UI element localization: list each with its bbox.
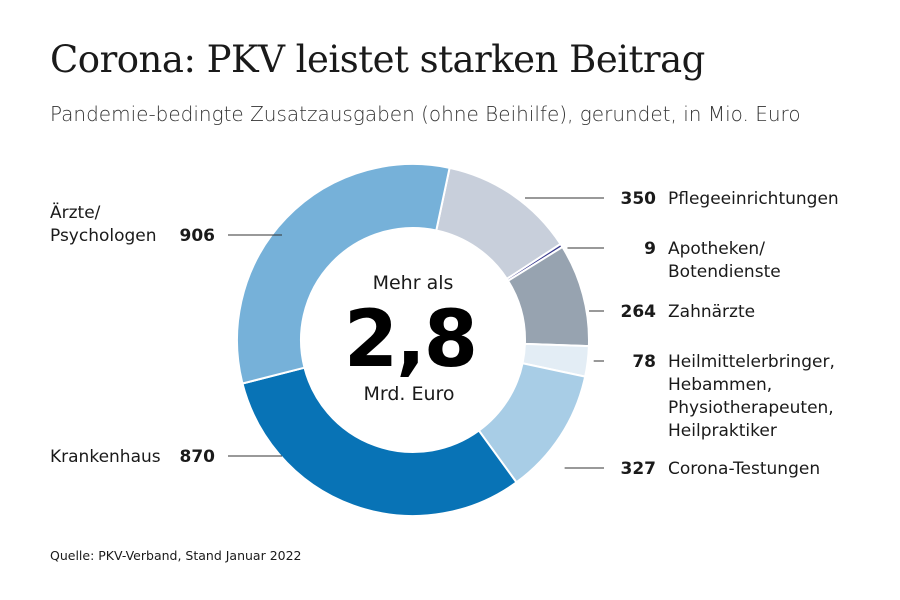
- category-label-corona-testungen: Corona-Testungen: [668, 459, 820, 479]
- source-note: Quelle: PKV-Verband, Stand Januar 2022: [50, 548, 302, 563]
- value-label-apotheken-botendienste: 9: [644, 239, 656, 259]
- category-label-pflegeeinrichtungen: Pflegeeinrichtungen: [668, 189, 839, 209]
- category-label-zahnaerzte: Zahnärzte: [668, 302, 755, 322]
- category-label-heilmittelerbringer-hebammen-physiotherapeuten-heilpraktiker: Heilpraktiker: [668, 421, 777, 441]
- center-bottom-label: Mrd. Euro: [363, 383, 454, 405]
- value-label-zahnaerzte: 264: [621, 302, 657, 322]
- value-label-pflegeeinrichtungen: 350: [621, 189, 657, 209]
- value-label-corona-testungen: 327: [621, 459, 657, 479]
- leader-lines: [228, 197, 604, 469]
- slice-krankenhaus: [241, 366, 518, 517]
- category-label-aerzte-psychologen: Psychologen: [50, 226, 157, 246]
- chart-subtitle: Pandemie-bedingte Zusatzausgaben (ohne B…: [50, 102, 801, 126]
- category-label-aerzte-psychologen: Ärzte/: [50, 202, 101, 223]
- value-label-krankenhaus: 870: [180, 447, 216, 467]
- category-label-apotheken-botendienste: Botendienste: [668, 262, 781, 282]
- center-top-label: Mehr als: [373, 272, 454, 294]
- slice-labels: 350 Pflegeeinrichtungen 9 Apotheken/Botendi…: [50, 189, 839, 479]
- value-label-aerzte-psychologen: 906: [180, 226, 216, 246]
- donut-slices: [236, 163, 590, 517]
- category-label-krankenhaus: Krankenhaus: [50, 447, 161, 467]
- chart-title: Corona: PKV leistet starken Beitrag: [50, 38, 705, 81]
- value-label-heilmittelerbringer-hebammen-physiotherapeuten-heilpraktiker: 78: [632, 352, 656, 372]
- slice-aerzte-psychologen: [236, 163, 451, 385]
- category-label-heilmittelerbringer-hebammen-physiotherapeuten-heilpraktiker: Heilmittelerbringer,: [668, 352, 835, 372]
- category-label-heilmittelerbringer-hebammen-physiotherapeuten-heilpraktiker: Hebammen,: [668, 375, 772, 395]
- category-label-apotheken-botendienste: Apotheken/: [668, 239, 765, 259]
- category-label-heilmittelerbringer-hebammen-physiotherapeuten-heilpraktiker: Physiotherapeuten,: [668, 398, 834, 418]
- center-value: 2,8: [344, 295, 476, 385]
